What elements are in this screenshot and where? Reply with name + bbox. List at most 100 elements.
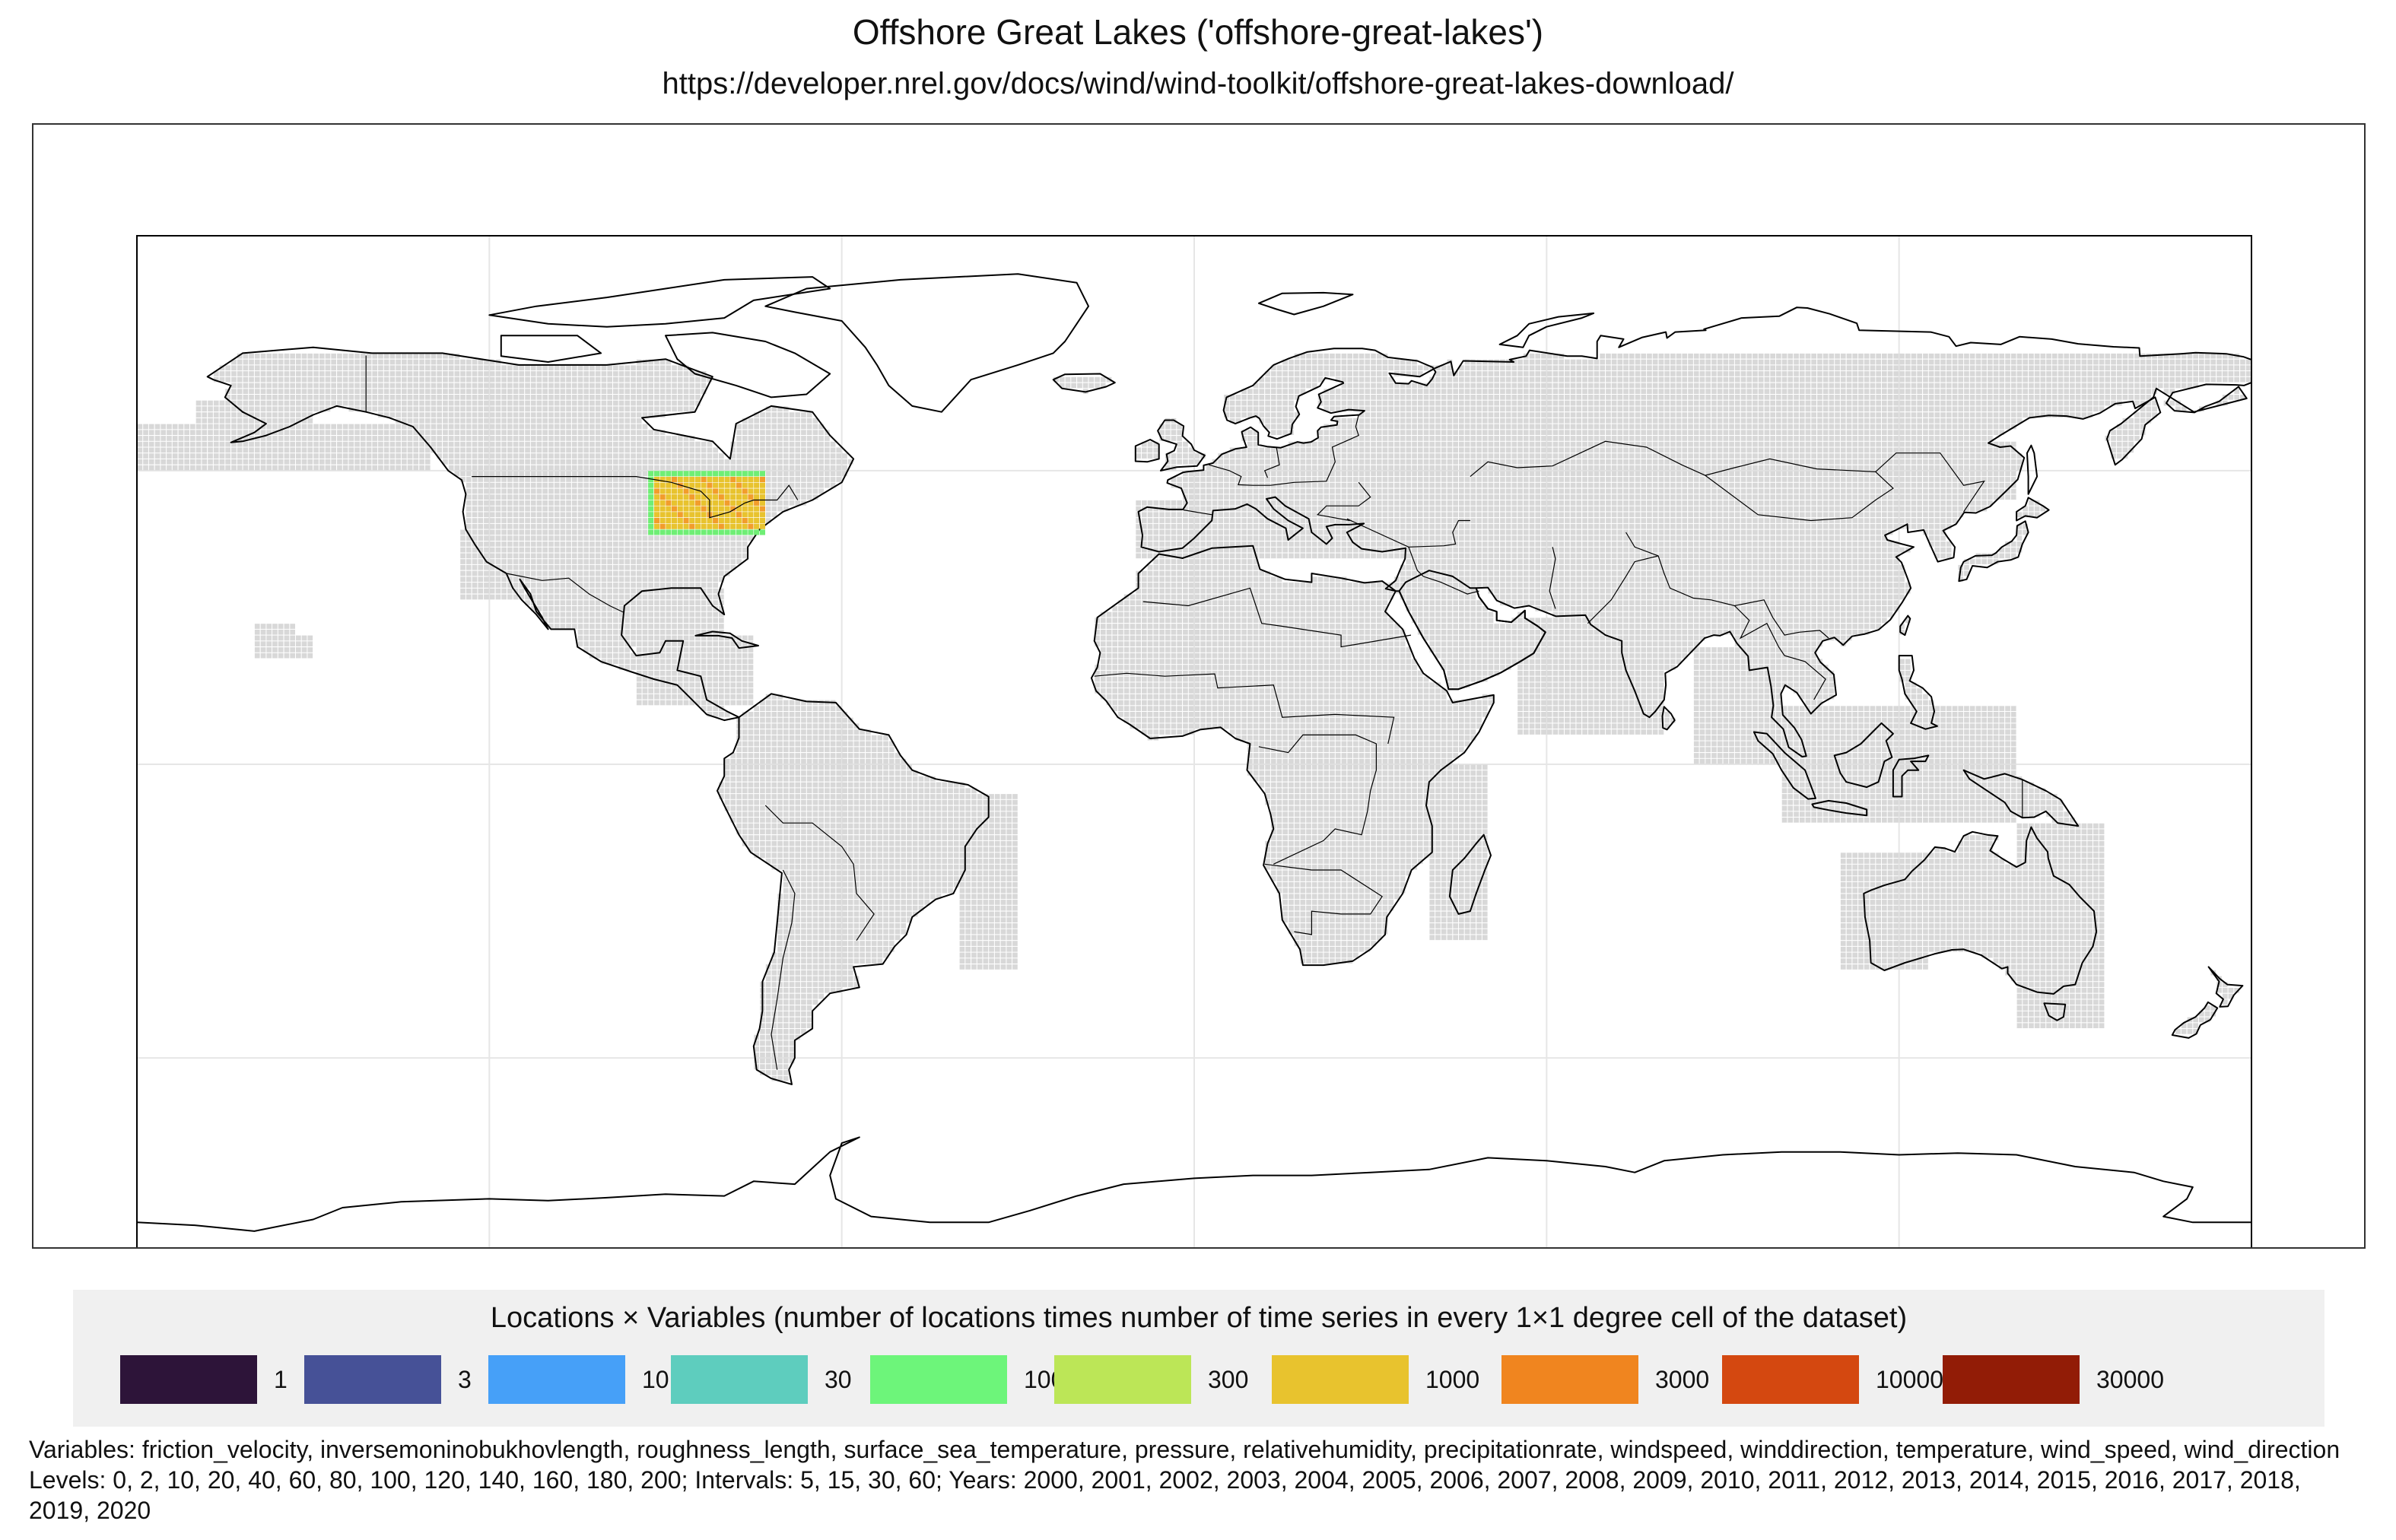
coverage-cell: [1635, 430, 1641, 435]
coverage-cell: [2075, 412, 2081, 418]
coverage-cell: [1805, 459, 1811, 465]
coverage-cell: [1235, 459, 1241, 465]
coverage-cell: [1852, 441, 1858, 447]
coverage-cell: [1740, 365, 1746, 371]
coverage-cell: [290, 441, 295, 447]
coverage-cell: [1358, 353, 1365, 359]
coverage-cell: [1923, 389, 1928, 394]
coverage-cell: [249, 459, 254, 465]
coverage-cell: [1276, 406, 1282, 412]
coverage-cell: [2005, 465, 2010, 471]
coverage-cell: [424, 359, 431, 365]
coverage-cell: [1693, 424, 1699, 430]
coverage-cell: [1794, 424, 1799, 430]
coverage-cell: [1341, 389, 1347, 394]
coverage-cell: [1494, 453, 1499, 459]
coverage-cell: [1423, 459, 1429, 465]
coverage-cell: [642, 424, 648, 430]
coverage-cell: [2064, 365, 2070, 371]
coverage-cell: [2029, 406, 2034, 412]
coverage-cell: [1142, 447, 1147, 453]
coverage-cell: [648, 383, 653, 389]
coverage-cell: [748, 453, 754, 459]
coverage-cell: [560, 418, 566, 424]
coverage-cell: [683, 447, 689, 453]
coverage-cell: [683, 395, 689, 400]
coverage-cell: [1940, 400, 1946, 406]
coverage-cell: [1647, 418, 1652, 424]
coverage-cell: [1482, 459, 1488, 465]
coverage-cell: [825, 465, 830, 471]
coverage-cell: [1546, 441, 1552, 447]
coverage-cell: [1870, 471, 1876, 477]
coverage-cell: [1594, 395, 1600, 400]
coverage-cell: [383, 459, 389, 465]
coverage-cell: [1289, 447, 1294, 453]
coverage-cell: [1629, 383, 1635, 389]
coverage-cell: [1734, 389, 1740, 394]
coverage-cell: [1482, 447, 1488, 453]
coverage-cell: [1753, 359, 1758, 365]
coverage-cell: [1705, 471, 1711, 477]
coverage-cell: [1453, 436, 1458, 441]
coverage-cell: [254, 424, 260, 430]
coverage-cell: [472, 436, 478, 441]
coverage-cell: [566, 412, 571, 418]
coverage-cell: [1412, 359, 1417, 365]
coverage-cell: [513, 365, 519, 371]
coverage-cell: [2005, 371, 2010, 376]
coverage-cell: [1723, 447, 1729, 453]
coverage-cell: [1470, 424, 1476, 430]
coverage-cell: [1975, 371, 1981, 376]
coverage-cell: [1541, 406, 1546, 412]
coverage-cell: [1981, 359, 1987, 365]
coverage-cell: [1429, 389, 1435, 394]
coverage-cell: [1858, 453, 1864, 459]
coverage-cell: [2128, 376, 2134, 383]
coverage-cell: [484, 371, 489, 376]
coverage-cell: [1611, 406, 1617, 412]
coverage-cell: [1958, 400, 1964, 406]
coverage-cell: [354, 400, 360, 406]
coverage-cell: [431, 383, 437, 389]
coverage-cell: [2140, 376, 2146, 383]
coverage-cell: [1282, 424, 1288, 430]
coverage-cell: [225, 441, 230, 447]
coverage-cell: [407, 424, 413, 430]
coverage-cell: [795, 436, 801, 441]
coverage-cell: [1587, 395, 1594, 400]
coverage-cell: [1934, 371, 1940, 376]
coverage-cell: [1647, 441, 1652, 447]
coverage-cell: [1259, 471, 1265, 477]
coverage-cell: [1447, 471, 1453, 477]
coverage-cell: [431, 353, 437, 359]
coverage-cell: [1235, 395, 1241, 400]
coverage-cell: [1388, 436, 1393, 441]
coverage-cell: [1546, 418, 1552, 424]
coverage-cell: [337, 376, 342, 383]
coverage-cell: [208, 400, 213, 406]
coverage-cell: [366, 376, 372, 383]
coverage-cell: [1647, 400, 1652, 406]
coverage-cell: [1981, 465, 1987, 471]
coverage-cell: [818, 447, 824, 453]
coverage-cell: [266, 453, 272, 459]
coverage-cell: [325, 447, 331, 453]
coverage-cell: [489, 418, 495, 424]
coverage-cell: [642, 430, 648, 435]
coverage-cell: [1611, 418, 1617, 424]
coverage-cell: [1781, 353, 1787, 359]
coverage-cell: [1764, 424, 1770, 430]
coverage-cell: [1781, 376, 1787, 383]
coverage-cell: [448, 412, 454, 418]
coverage-cell: [1347, 389, 1352, 394]
coverage-cell: [466, 441, 472, 447]
coverage-cell: [2087, 395, 2093, 400]
coverage-cell: [1330, 447, 1335, 453]
coverage-cell: [208, 436, 213, 441]
coverage-cell: [1241, 453, 1247, 459]
coverage-cell: [1494, 424, 1499, 430]
coverage-cell: [1776, 389, 1781, 394]
coverage-cell: [1740, 376, 1746, 383]
coverage-cell: [460, 430, 466, 435]
